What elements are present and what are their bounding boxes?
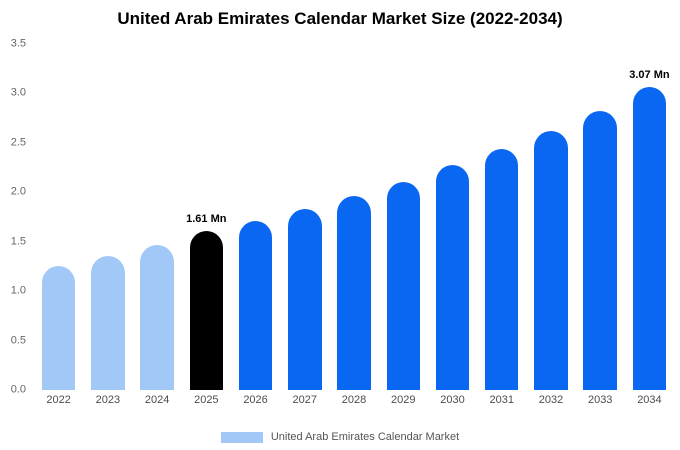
bar-slot-2029 bbox=[379, 44, 428, 390]
y-tick-label: 1.0 bbox=[10, 284, 26, 297]
bar-slot-2033 bbox=[576, 44, 625, 390]
legend: United Arab Emirates Calendar Market bbox=[0, 431, 680, 443]
x-tick-label-2028: 2028 bbox=[341, 394, 367, 406]
bar-2030 bbox=[435, 164, 470, 390]
bar-slot-2025: 1.61 Mn bbox=[182, 44, 231, 390]
x-tick-label-2025: 2025 bbox=[194, 394, 219, 406]
chart-title: United Arab Emirates Calendar Market Siz… bbox=[117, 9, 563, 28]
x-axis: 2022 2023 2024 2025 2026 2027 2028 2029 2030 2031… bbox=[34, 394, 674, 412]
x-tick-label-2023: 2023 bbox=[95, 394, 121, 406]
bar-slot-2034: 3.07 Mn bbox=[625, 44, 674, 390]
bar-2031 bbox=[484, 148, 519, 390]
bar-2024 bbox=[140, 244, 174, 390]
x-tick-label-2022: 2022 bbox=[46, 394, 71, 406]
bar-2026 bbox=[238, 220, 273, 390]
x-tick-label-2029: 2029 bbox=[391, 394, 416, 406]
data-label-2034: 3.07 Mn bbox=[629, 68, 670, 81]
plot-area: 1.61 Mn 3.07 Mn bbox=[34, 44, 674, 390]
bar-2033 bbox=[583, 111, 617, 390]
bar-slot-2022 bbox=[34, 44, 83, 390]
y-tick-label: 3.0 bbox=[10, 86, 26, 99]
bar-slot-2026 bbox=[231, 44, 280, 390]
bar-2025 bbox=[189, 230, 224, 390]
y-tick-label: 0.0 bbox=[10, 383, 26, 396]
y-tick-label: 0.5 bbox=[10, 334, 26, 347]
bar-slot-2024 bbox=[132, 44, 181, 390]
legend-label: United Arab Emirates Calendar Market bbox=[270, 431, 460, 443]
bar-2022 bbox=[41, 266, 76, 390]
x-tick-label-2026: 2026 bbox=[243, 394, 268, 406]
x-tick-label-2032: 2032 bbox=[538, 394, 564, 406]
y-tick-label: 2.5 bbox=[10, 136, 26, 149]
x-tick-label-2027: 2027 bbox=[292, 394, 318, 406]
bar-slot-2028 bbox=[329, 44, 378, 390]
x-tick-label-2034: 2034 bbox=[637, 394, 662, 406]
bar-slot-2032 bbox=[526, 44, 575, 390]
y-axis: 0.0 0.5 1.0 1.5 2.0 2.5 3.0 3.5 bbox=[0, 38, 30, 395]
bar-2028 bbox=[337, 196, 371, 390]
x-tick-label-2024: 2024 bbox=[144, 394, 170, 406]
y-tick-label: 2.0 bbox=[10, 185, 26, 198]
bar-2027 bbox=[288, 209, 322, 390]
bar-2023 bbox=[91, 255, 125, 390]
bar-slot-2031 bbox=[477, 44, 526, 390]
x-tick-label-2030: 2030 bbox=[440, 394, 465, 406]
data-label-2025: 1.61 Mn bbox=[186, 212, 227, 225]
x-tick-label-2031: 2031 bbox=[489, 394, 514, 406]
bar-slot-2027 bbox=[280, 44, 329, 390]
y-tick-label: 1.5 bbox=[10, 235, 26, 248]
bar-slot-2030 bbox=[428, 44, 477, 390]
legend-swatch bbox=[220, 431, 263, 443]
bar-slot-2023 bbox=[83, 44, 132, 390]
y-tick-label: 3.5 bbox=[10, 37, 26, 50]
bar-2032 bbox=[534, 131, 568, 390]
bar-2029 bbox=[386, 182, 420, 390]
bar-2034 bbox=[632, 86, 667, 390]
x-tick-label-2033: 2033 bbox=[587, 394, 613, 406]
